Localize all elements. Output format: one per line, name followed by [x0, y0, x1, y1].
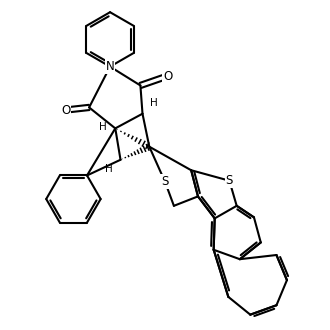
Text: H: H	[106, 164, 113, 174]
Text: H: H	[150, 98, 157, 109]
Text: O: O	[61, 104, 70, 116]
Text: S: S	[161, 175, 169, 188]
Text: S: S	[226, 174, 233, 187]
Text: N: N	[106, 60, 115, 73]
Text: O: O	[163, 70, 172, 82]
Text: H: H	[99, 122, 107, 132]
